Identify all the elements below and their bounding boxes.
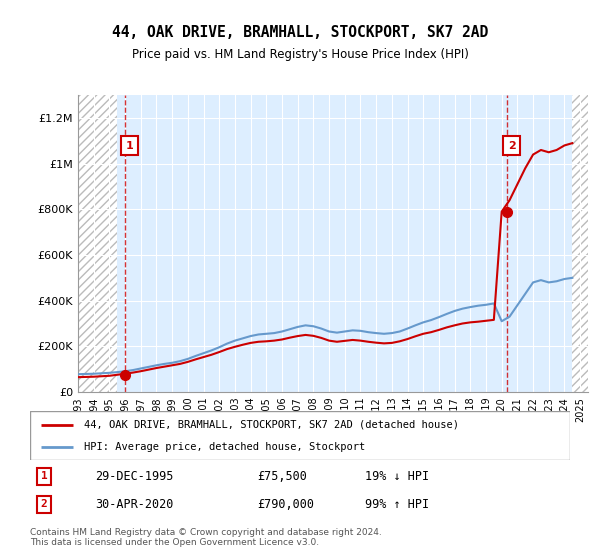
Text: 29-DEC-1995: 29-DEC-1995 (95, 470, 173, 483)
Text: 44, OAK DRIVE, BRAMHALL, STOCKPORT, SK7 2AD: 44, OAK DRIVE, BRAMHALL, STOCKPORT, SK7 … (112, 25, 488, 40)
FancyBboxPatch shape (30, 411, 570, 460)
Text: 44, OAK DRIVE, BRAMHALL, STOCKPORT, SK7 2AD (detached house): 44, OAK DRIVE, BRAMHALL, STOCKPORT, SK7 … (84, 420, 459, 430)
Text: HPI: Average price, detached house, Stockport: HPI: Average price, detached house, Stoc… (84, 441, 365, 451)
Bar (572, 95, 588, 392)
Text: 19% ↓ HPI: 19% ↓ HPI (365, 470, 429, 483)
Text: 1: 1 (126, 141, 134, 151)
Text: 1: 1 (41, 472, 47, 482)
Text: £790,000: £790,000 (257, 498, 314, 511)
Bar (78, 95, 117, 392)
Text: 99% ↑ HPI: 99% ↑ HPI (365, 498, 429, 511)
Text: 2: 2 (41, 500, 47, 509)
Text: Contains HM Land Registry data © Crown copyright and database right 2024.
This d: Contains HM Land Registry data © Crown c… (30, 528, 382, 547)
Text: 30-APR-2020: 30-APR-2020 (95, 498, 173, 511)
Text: Price paid vs. HM Land Registry's House Price Index (HPI): Price paid vs. HM Land Registry's House … (131, 48, 469, 60)
Text: £75,500: £75,500 (257, 470, 307, 483)
Text: 2: 2 (508, 141, 515, 151)
